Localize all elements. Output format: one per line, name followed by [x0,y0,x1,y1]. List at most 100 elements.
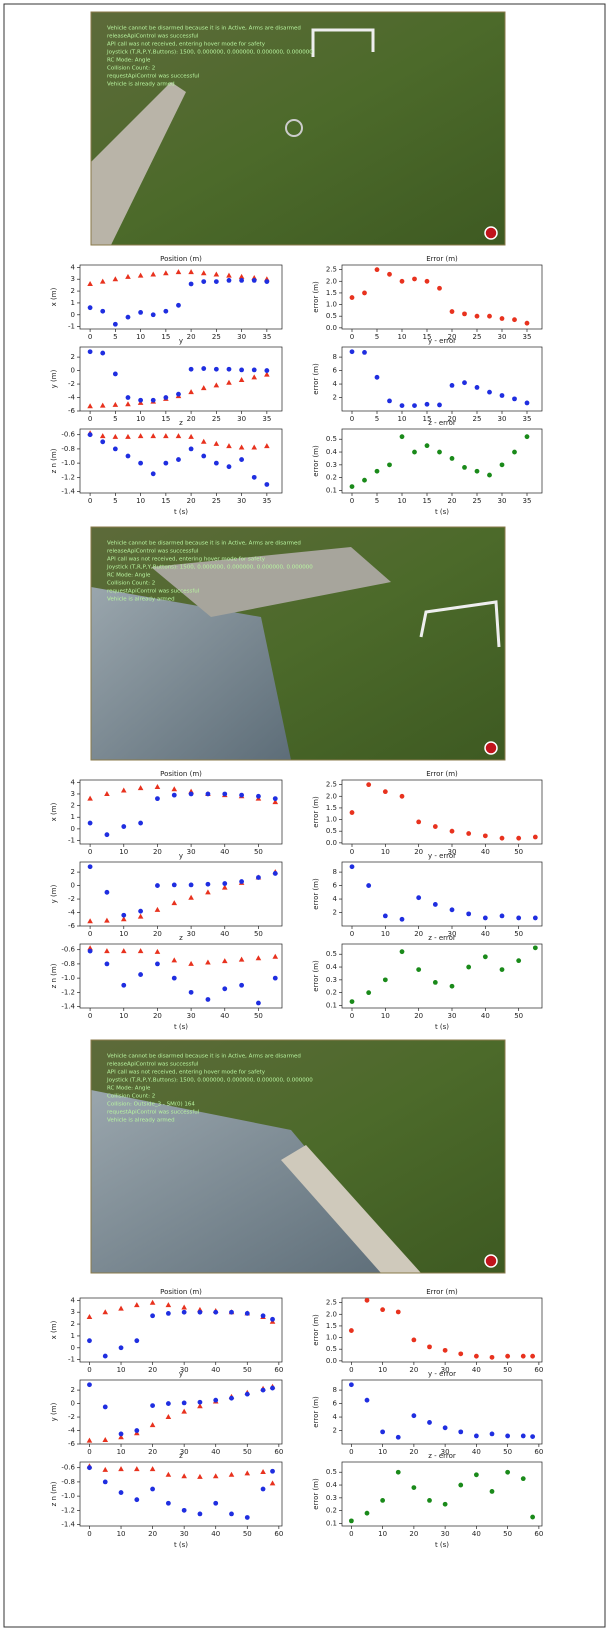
x-tick-label: 40 [481,930,490,938]
overlay-text: Joystick (T,R,P,Y,Buttons): 1500, 0.0000… [106,565,313,571]
data-point [432,824,438,829]
y-axis-label: z n (m) [50,1481,58,1506]
y-tick-label: 2 [71,287,75,295]
data-point [512,396,517,402]
y-tick-label: 2 [333,1427,337,1435]
data-point [154,948,161,954]
data-point [239,982,245,988]
data-point [201,279,207,284]
x-tick-label: 15 [423,497,432,505]
y-tick-label: 8 [333,353,337,361]
data-point [125,395,131,400]
data-point [487,313,492,319]
data-point [499,913,505,919]
overlay-text: RC Mode: Angle [107,58,151,64]
data-point [201,366,207,371]
x-tick-label: 30 [441,1366,450,1374]
data-point [399,403,405,409]
y-tick-label: 6 [333,882,338,890]
screenshot-frame [90,1039,506,1274]
chart-title: z [179,419,183,427]
chart: Error (m) error (m) 0.0 0.5 1.0 1.5 2.0 2.5 0 10 2… [312,770,543,856]
chart: y - error error (m) 2 4 6 8 0 10 20 30 40 50 60 [312,1370,543,1456]
data-point [188,989,194,995]
data-point [181,1473,187,1479]
y-tick-label: -0.6 [61,431,75,439]
overlay-text: Collision Count: 2 [107,1094,155,1100]
simulator-screenshot: Vehicle cannot be disarmed because it is… [90,526,506,761]
x-tick-label: 20 [409,1448,418,1456]
x-tick-label: 0 [88,333,92,341]
x-tick-label: 40 [211,1448,220,1456]
x-tick-label: 5 [113,415,117,423]
overlay-text: releaseApiControl was successful [107,549,199,555]
data-point [222,791,228,797]
plot-area [79,264,283,330]
chart: Position (m) x (m) -1 0 1 2 3 4 0 5 10 15 20 25 30 35 [50,255,283,341]
data-point [134,1497,140,1503]
data-point [499,462,505,468]
data-point [112,446,118,452]
x-tick-label: 10 [381,930,390,938]
y-axis-label: x (m) [50,802,58,821]
data-point [100,308,106,314]
data-point [118,1434,124,1440]
y-axis-label: y (m) [50,1402,58,1421]
x-tick-label: 50 [254,1012,263,1020]
x-tick-label: 20 [448,415,457,423]
data-point [112,276,119,282]
y-tick-label: 0.2 [326,1507,337,1515]
data-point [163,308,169,314]
x-tick-label: 0 [350,333,354,341]
data-point [238,273,245,279]
data-point [228,1471,235,1477]
data-point [102,1353,108,1359]
x-tick-label: 40 [211,1530,220,1538]
data-point [532,834,538,840]
y-axis-label: error (m) [312,281,320,313]
data-point [395,1309,401,1315]
x-tick-label: 30 [237,333,246,341]
y-tick-label: -2 [68,895,75,903]
overlay-text: API call was not received, entering hove… [107,42,266,48]
data-point [399,916,405,922]
data-point [499,835,505,841]
data-point [466,964,472,970]
x-tick-label: 10 [119,1012,128,1020]
data-point [239,278,245,283]
data-point [251,278,257,283]
y-tick-label: 0.5 [326,312,337,320]
y-tick-label: 1.5 [326,289,337,297]
chart: y - error error (m) 2 4 6 8 0 5 10 15 20 25 30 35 [312,337,543,423]
data-point [188,791,194,797]
y-tick-label: 2.5 [326,266,337,274]
x-tick-label: 40 [220,930,229,938]
x-tick-label: 50 [254,930,263,938]
chart-title: z - error [428,934,456,942]
overlay-text: Joystick (T,R,P,Y,Buttons): 1500, 0.0000… [106,50,313,56]
chart-title: Position (m) [160,770,202,778]
data-point [251,374,258,380]
x-tick-label: 30 [448,930,457,938]
data-point [505,1353,511,1359]
data-point [150,312,156,318]
data-point [175,433,182,439]
data-point [150,1313,155,1319]
data-point [213,382,220,388]
data-point [416,967,422,972]
data-point [163,460,169,466]
overlay-text: releaseApiControl was successful [107,1062,199,1068]
data-point [272,975,278,981]
y-tick-label: 3 [71,1308,75,1316]
data-point [171,786,178,792]
data-point [380,1498,386,1503]
x-tick-label: 15 [423,415,432,423]
y-tick-label: 0.1 [326,486,337,494]
y-tick-label: 0.5 [326,1468,337,1476]
data-point [100,350,106,356]
overlay-text: RC Mode: Angle [107,1086,151,1092]
y-tick-label: 0.3 [326,461,337,469]
data-point [134,1428,140,1433]
x-tick-label: 30 [180,1366,189,1374]
data-point [482,915,488,921]
